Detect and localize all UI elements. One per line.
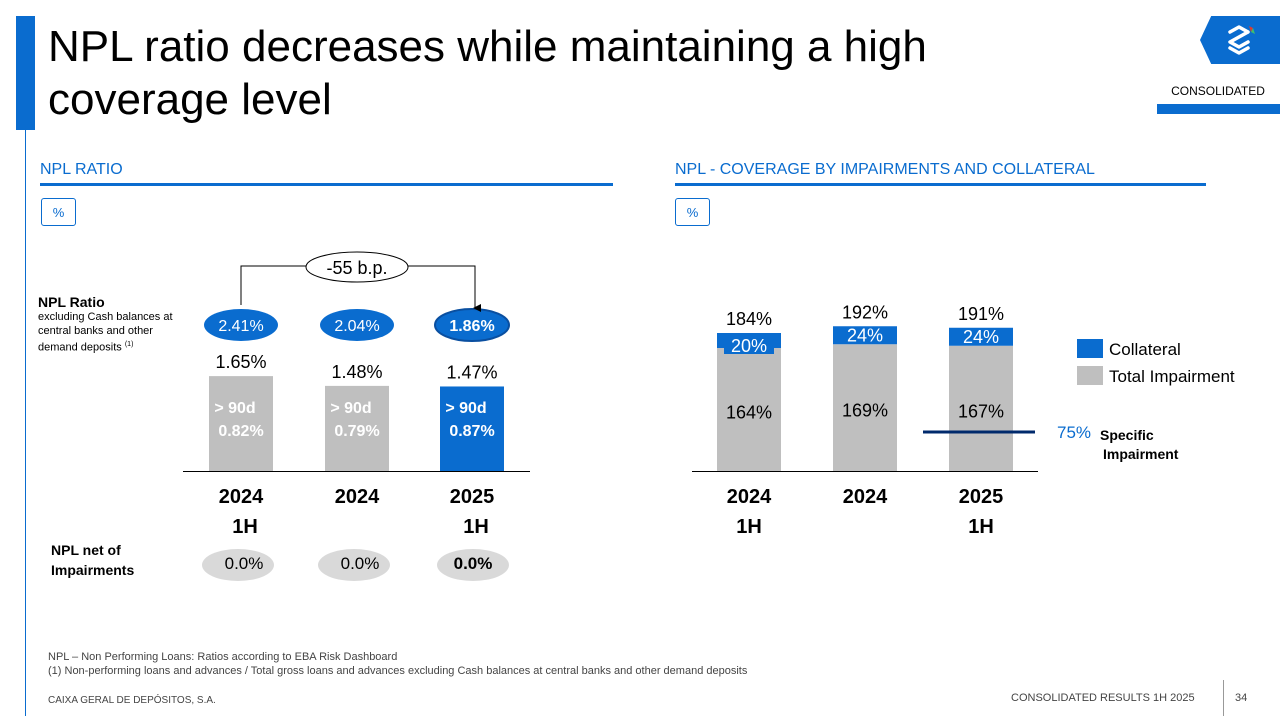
npl-ratio-excl-cash-value: 2.41% xyxy=(218,318,263,335)
npl-ratio-section-line xyxy=(40,183,613,186)
npl-ratio-section-title: NPL RATIO xyxy=(40,161,123,178)
over-90d-value: 0.87% xyxy=(449,423,494,440)
page-title: NPL ratio decreases while maintaining a … xyxy=(48,22,927,124)
npl-ratio-chart: 1.65% > 90d 0.82% 2024 1H 2.41% 0.0% 1.48% > 90d… xyxy=(183,251,530,581)
npl-ratio-legend-note: excluding Cash balances at central banks… xyxy=(38,310,193,355)
npl-ratio-value-label: 1.47% xyxy=(446,362,497,382)
specific-impairment-label-line1: Specific xyxy=(1100,427,1154,443)
coverage-section-line xyxy=(675,183,1206,186)
npl-ratio-category-label: 2025 xyxy=(450,486,495,508)
title-accent-bar xyxy=(16,16,35,130)
footer-report: CONSOLIDATED RESULTS 1H 2025 xyxy=(1011,692,1195,704)
cgd-logo xyxy=(1200,16,1280,64)
footer-separator xyxy=(1223,680,1224,716)
impairment-value-label: 169% xyxy=(842,401,888,421)
legend-collateral-label: Collateral xyxy=(1109,340,1181,359)
coverage-total-label: 184% xyxy=(726,309,772,329)
npl-ratio-bar xyxy=(440,386,504,471)
npl-ratio-excl-cash-ellipse xyxy=(204,309,278,341)
coverage-unit-box: % xyxy=(675,198,710,226)
npl-ratio-excl-cash-ellipse xyxy=(434,308,510,342)
over-90d-value: 0.79% xyxy=(334,423,379,440)
collateral-value-label: 24% xyxy=(963,327,999,347)
npl-ratio-legend-note-ref: (1) xyxy=(124,341,134,348)
collateral-value-label: 24% xyxy=(847,325,883,345)
coverage-category-label: 2024 xyxy=(727,486,772,508)
npl-ratio-value-label: 1.48% xyxy=(331,362,382,382)
coverage-category-label: 1H xyxy=(736,516,762,538)
npl-ratio-category-label: 2024 xyxy=(335,486,380,508)
consolidated-bar xyxy=(1157,104,1280,114)
over-90d-value: 0.82% xyxy=(218,423,263,440)
over-90d-label: > 90d xyxy=(445,400,486,417)
npl-ratio-excl-cash-ellipse xyxy=(320,309,394,341)
impairment-bar xyxy=(717,348,781,471)
npl-ratio-category-label: 2024 xyxy=(219,486,264,508)
npl-ratio-legend-title: NPL Ratio xyxy=(38,294,105,310)
coverage-total-label: 191% xyxy=(958,304,1004,324)
coverage-chart: 164% 20% 184% 2024 1H 169% 24% 192% 2024 167% 24% 1… xyxy=(692,302,1038,538)
consolidated-badge: CONSOLIDATED xyxy=(1171,84,1265,98)
npl-ratio-legend-note-text: excluding Cash balances at central banks… xyxy=(38,311,173,354)
impairment-bar xyxy=(949,345,1013,471)
footnote-2: (1) Non-performing loans and advances / … xyxy=(48,665,748,677)
npl-net-ellipse xyxy=(318,549,390,581)
npl-net-ellipse xyxy=(437,549,509,581)
coverage-category-label: 1H xyxy=(968,516,994,538)
npl-ratio-excl-cash-value: 2.04% xyxy=(334,318,379,335)
impairment-value-label: 164% xyxy=(726,403,772,423)
coverage-section-title: NPL - COVERAGE BY IMPAIRMENTS AND COLLAT… xyxy=(675,161,1095,178)
npl-net-value: 0.0% xyxy=(341,554,380,573)
npl-net-label: NPL net of Impairments xyxy=(51,540,134,580)
legend-impairment-label: Total Impairment xyxy=(1109,367,1235,386)
footer-company: CAIXA GERAL DE DEPÓSITOS, S.A. xyxy=(48,695,216,706)
legend-collateral-swatch xyxy=(1077,339,1103,358)
coverage-category-label: 2024 xyxy=(843,486,888,508)
bp-change-label: -55 b.p. xyxy=(326,258,387,278)
npl-net-value: 0.0% xyxy=(454,554,493,573)
footer-page-number: 34 xyxy=(1235,692,1248,704)
legend-impairment-swatch xyxy=(1077,366,1103,385)
npl-ratio-category-label: 1H xyxy=(463,516,489,538)
npl-net-ellipse xyxy=(202,549,274,581)
npl-ratio-value-label: 1.65% xyxy=(215,352,266,372)
npl-ratio-unit-box: % xyxy=(41,198,76,226)
npl-ratio-bar xyxy=(325,385,389,471)
collateral-value-label: 20% xyxy=(731,336,767,356)
footnote-1: NPL – Non Performing Loans: Ratios accor… xyxy=(48,651,398,663)
collateral-bar xyxy=(833,326,897,345)
collateral-bar xyxy=(949,327,1013,346)
npl-net-label-line2: Impairments xyxy=(51,562,135,578)
over-90d-label: > 90d xyxy=(214,400,255,417)
specific-impairment-label-line2: Impairment xyxy=(1103,446,1179,462)
left-border-line xyxy=(25,130,26,716)
impairment-bar xyxy=(833,344,897,471)
over-90d-label: > 90d xyxy=(330,400,371,417)
npl-ratio-bar xyxy=(209,376,273,471)
bracket-left xyxy=(240,265,308,305)
npl-ratio-excl-cash-value: 1.86% xyxy=(449,318,494,335)
npl-ratio-category-label: 1H xyxy=(232,516,258,538)
coverage-category-label: 2025 xyxy=(959,486,1004,508)
coverage-total-label: 192% xyxy=(842,302,888,322)
npl-net-label-line1: NPL net of xyxy=(51,542,121,558)
specific-impairment-label: Specific Impairment xyxy=(1100,426,1178,464)
bracket-right-arrow xyxy=(406,265,481,312)
collateral-label-bg xyxy=(724,335,774,354)
impairment-value-label: 167% xyxy=(958,401,1004,421)
cgd-logo-icon xyxy=(1228,25,1255,55)
npl-net-value: 0.0% xyxy=(225,554,264,573)
bp-change-ellipse xyxy=(305,251,409,283)
npl-ratio-legend-label: NPL Ratio excluding Cash balances at cen… xyxy=(38,294,193,355)
specific-impairment-value: 75% xyxy=(1057,423,1092,442)
